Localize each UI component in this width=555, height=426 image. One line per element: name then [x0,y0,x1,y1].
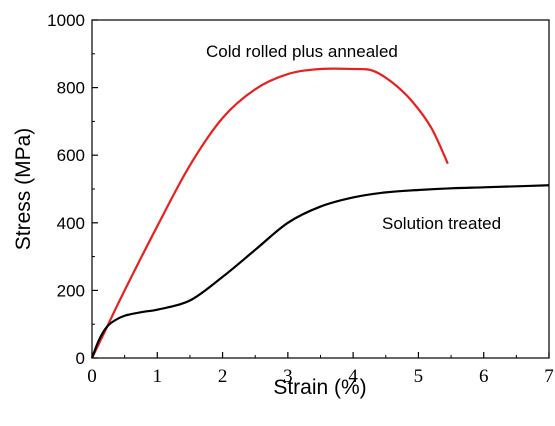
x-tick-label: 5 [414,366,424,387]
x-tick-label: 6 [479,366,489,387]
x-tick-label: 3 [283,366,293,387]
plot-frame [91,19,550,359]
annotation-solution-treated: Solution treated [382,214,501,233]
series-group [90,67,550,359]
y-tick-label: 400 [57,214,85,233]
y-axis-title: Stress (MPa) [12,128,35,251]
y-tick-label: 600 [57,146,85,165]
annotation-cold-rolled: Cold rolled plus annealed [206,42,398,61]
x-tick-label: 0 [87,366,97,387]
series-line-solution-treated [90,184,550,359]
y-tick-label: 800 [57,79,85,98]
x-axis-title: Strain (%) [273,376,366,399]
axis-ticks: 0 1 2 3 4 5 6 7 0 200 400 600 800 1000 [47,11,554,387]
x-tick-label: 4 [348,366,358,387]
series-line-cold-rolled [91,67,449,359]
y-tick-label: 200 [57,281,85,300]
x-tick-label: 2 [218,366,228,387]
y-tick-label: 1000 [47,11,85,30]
y-tick-label: 0 [76,349,85,368]
x-tick-label: 7 [544,366,554,387]
x-tick-label: 1 [153,366,163,387]
